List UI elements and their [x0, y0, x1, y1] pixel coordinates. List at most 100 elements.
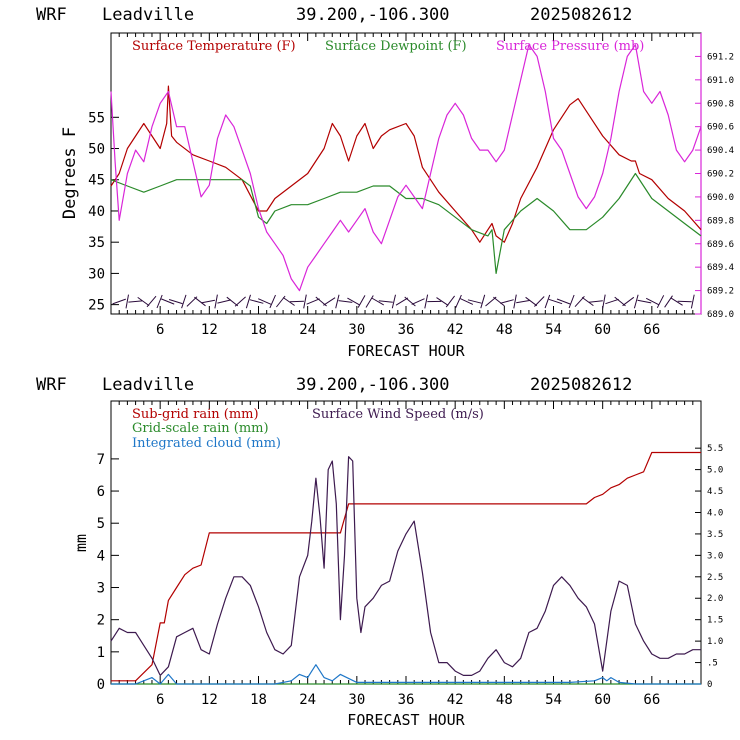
- wind-barb: [670, 297, 683, 306]
- y-tick-label: 35: [88, 235, 105, 251]
- legend-surface-temperature: Surface Temperature (F): [132, 39, 296, 54]
- y2-tick-label: 3.0: [707, 551, 723, 561]
- panel-1-series: [110, 44, 702, 292]
- wind-barb: [605, 298, 619, 305]
- x-tick-label: 30: [348, 692, 365, 708]
- wind-barb: [690, 294, 695, 309]
- panel-2-header: WRF Leadville 39.200,-106.300 2025082612: [36, 375, 632, 395]
- wind-barb: [335, 294, 340, 309]
- wind-barb: [525, 296, 538, 307]
- header-run-2: 2025082612: [530, 375, 632, 395]
- y2-tick-label: 0: [707, 680, 712, 690]
- wind-barb: [637, 299, 652, 304]
- y2-tick-label: 690.4: [707, 146, 734, 156]
- wind-barb: [137, 296, 150, 307]
- x-tick-label: 12: [201, 322, 218, 338]
- series-line-surface-pressure-mb: [110, 44, 702, 292]
- wind-barbs: [112, 294, 695, 309]
- x-tick-label: 18: [250, 692, 267, 708]
- y2-tick-label: 2.0: [707, 594, 723, 604]
- y2-tick-label: 689.4: [707, 263, 734, 273]
- y2-tick-label: 1.0: [707, 637, 723, 647]
- wind-barb: [234, 296, 246, 307]
- x-tick-label: 24: [299, 322, 316, 338]
- y2-tick-label: 3.5: [707, 530, 723, 540]
- y-tick-label: 40: [88, 204, 105, 220]
- wind-barb: [544, 294, 551, 309]
- header-station: Leadville: [102, 5, 194, 25]
- wind-barb: [201, 299, 215, 304]
- series-line-surface-dewpoint-f: [110, 172, 702, 274]
- wind-barb: [303, 294, 307, 309]
- wind-barb: [125, 294, 129, 309]
- wind-barb: [424, 294, 429, 309]
- x-tick-label: 6: [156, 692, 164, 708]
- y-tick-label: 2: [97, 613, 105, 629]
- wind-barb: [493, 296, 505, 307]
- wind-barb: [146, 295, 157, 308]
- y-tick-label: 55: [88, 110, 105, 126]
- wind-barb: [226, 296, 239, 307]
- y2-tick-label: 1.5: [707, 616, 723, 626]
- wind-barb: [455, 294, 462, 309]
- wind-barb: [112, 298, 126, 305]
- legend-gridscale-rain: Grid-scale rain (mm): [132, 421, 269, 436]
- temperature-pressure-panel: 6 12 18 24 30 36 42 48 54 60 66 25 30 35 40 45 50 55 689.0…: [60, 32, 734, 360]
- header-run: 2025082612: [530, 5, 632, 25]
- x-tick-label: 6: [156, 322, 164, 338]
- wind-barb: [411, 298, 425, 305]
- precipitation-wind-panel: 6 12 18 24 30 36 42 48 54 60 66012345670.51.01.52.…: [72, 400, 723, 729]
- y2-tick-label: 691.2: [707, 52, 734, 62]
- wind-barb: [323, 297, 336, 306]
- y2-tick-label: 690.6: [707, 123, 734, 133]
- y-tick-label: 45: [88, 173, 105, 189]
- wind-barb: [217, 299, 232, 304]
- wind-barb: [516, 299, 531, 304]
- wind-barb: [181, 294, 187, 309]
- wind-barb: [395, 297, 409, 306]
- x-tick-label: 54: [545, 322, 562, 338]
- wind-barb: [622, 296, 635, 307]
- x-tick-label: 30: [348, 322, 365, 338]
- x-tick-label: 54: [545, 692, 562, 708]
- x-tick-label: 18: [250, 322, 267, 338]
- wind-barb: [371, 297, 385, 306]
- panel-1-x-axis-title: FORECAST HOUR: [347, 342, 465, 360]
- y-tick-label: 6: [97, 484, 105, 500]
- series-line-surface-temperature-f: [110, 85, 702, 243]
- y2-tick-label: 691.0: [707, 76, 734, 86]
- series-line-integrated-cloud-mm: [111, 664, 701, 685]
- y2-tick-label: 689.0: [707, 310, 734, 320]
- wind-barb: [656, 295, 665, 309]
- legend-integrated-cloud: Integrated cloud (mm): [132, 436, 281, 451]
- wind-barb: [338, 300, 353, 303]
- legend-surface-pressure: Surface Pressure (mb): [496, 39, 644, 54]
- wind-barb: [500, 299, 514, 304]
- wind-barb: [534, 296, 545, 307]
- panel-2-ticks: 6 12 18 24 30 36 42 48 54 60 66012345670.51.01.52.…: [97, 401, 723, 708]
- wind-barb: [365, 295, 374, 308]
- wind-barb: [391, 294, 396, 309]
- wind-barb: [282, 297, 295, 306]
- panel-2-series: [110, 451, 701, 685]
- y-tick-label: 1: [97, 645, 105, 661]
- x-tick-label: 42: [447, 322, 464, 338]
- legend-wind-speed: Surface Wind Speed (m/s): [312, 407, 484, 422]
- panel-2-y-axis-title: mm: [72, 534, 90, 552]
- wind-barb: [602, 294, 606, 309]
- legend-subgrid-rain: Sub-grid rain (mm): [132, 407, 259, 422]
- header-model-2: WRF: [36, 375, 67, 395]
- y2-tick-label: 690.0: [707, 193, 734, 203]
- panel-1-y-axis-title: Degrees F: [60, 127, 80, 219]
- y2-tick-label: 690.2: [707, 170, 734, 180]
- x-tick-label: 48: [496, 692, 513, 708]
- wind-barb: [306, 298, 320, 305]
- header-coords: 39.200,-106.300: [296, 5, 450, 25]
- wind-barb: [289, 300, 304, 303]
- y2-tick-label: 689.8: [707, 216, 734, 226]
- wind-barb: [347, 297, 360, 306]
- panel-2-x-axis-title: FORECAST HOUR: [347, 711, 465, 729]
- wind-barb: [645, 297, 659, 306]
- wind-barb: [480, 294, 486, 309]
